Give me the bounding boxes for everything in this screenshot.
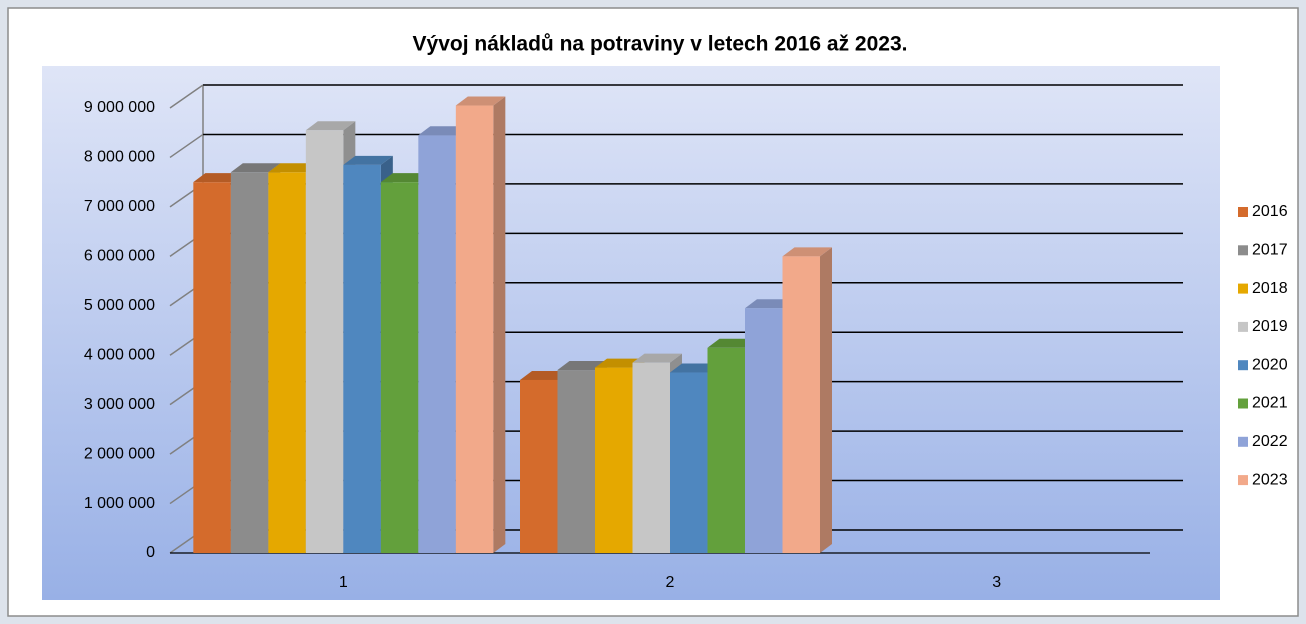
- y-tick-label: 9 000 000: [84, 99, 155, 116]
- y-tick-label: 2 000 000: [84, 445, 155, 462]
- bar-top: [557, 361, 607, 371]
- bar: [745, 308, 783, 553]
- legend-swatch: [1238, 475, 1248, 486]
- y-tick-label: 6 000 000: [84, 248, 155, 265]
- bar-top: [595, 358, 645, 368]
- x-tick-label: 3: [992, 574, 1001, 591]
- bar: [670, 372, 708, 553]
- bar: [595, 367, 633, 553]
- bar-top: [230, 163, 281, 173]
- bar: [557, 370, 595, 553]
- legend-label: 2023: [1252, 471, 1288, 488]
- legend-label: 2020: [1252, 356, 1288, 373]
- bar: [305, 130, 344, 553]
- bar-top: [632, 353, 682, 363]
- y-tick-label: 0: [146, 544, 155, 561]
- bar-side: [493, 96, 506, 554]
- legend-swatch: [1238, 283, 1248, 294]
- y-tick-label: 3 000 000: [84, 396, 155, 413]
- bar-top: [670, 363, 720, 373]
- bar-side: [820, 247, 832, 554]
- bar-top: [305, 121, 356, 131]
- bar-top: [707, 338, 757, 348]
- bar: [782, 256, 820, 553]
- bar-top: [455, 96, 506, 106]
- legend-label: 2016: [1252, 203, 1288, 220]
- legend-label: 2022: [1252, 433, 1288, 450]
- legend-label: 2019: [1252, 318, 1288, 335]
- bar: [380, 182, 419, 553]
- bar: [632, 362, 670, 553]
- bar-top: [745, 299, 795, 309]
- bar: [707, 347, 745, 553]
- bar: [230, 172, 269, 553]
- legend-swatch: [1238, 245, 1248, 256]
- bar-top: [268, 163, 318, 173]
- bar: [343, 164, 381, 553]
- legend-label: 2018: [1252, 280, 1288, 297]
- y-tick-label: 1 000 000: [84, 495, 155, 512]
- bar-top: [520, 370, 570, 380]
- bar: [268, 172, 306, 553]
- legend-swatch: [1238, 360, 1248, 371]
- bar-top: [782, 247, 832, 257]
- y-tick-label: 5 000 000: [84, 297, 155, 314]
- bar: [455, 105, 494, 554]
- bar: [520, 379, 558, 553]
- y-tick-label: 4 000 000: [84, 346, 155, 363]
- wall-line: [169, 84, 204, 109]
- legend-swatch: [1238, 436, 1248, 447]
- x-tick-label: 1: [339, 574, 348, 591]
- legend-swatch: [1238, 398, 1248, 409]
- x-tick-label: 2: [666, 574, 675, 591]
- bar-top: [193, 173, 243, 183]
- wall-line: [169, 133, 204, 159]
- legend-swatch: [1238, 321, 1248, 332]
- legend-swatch: [1238, 207, 1248, 217]
- bar: [418, 135, 456, 553]
- chart-title: Vývoj nákladů na potraviny v letech 2016…: [413, 33, 908, 56]
- legend-label: 2017: [1252, 242, 1288, 259]
- y-tick-label: 7 000 000: [84, 198, 155, 215]
- bar: [193, 182, 231, 553]
- bar-top: [343, 155, 393, 165]
- y-tick-label: 8 000 000: [84, 149, 155, 166]
- bar-top: [418, 126, 468, 136]
- legend-label: 2021: [1252, 395, 1288, 412]
- bar-top: [380, 173, 431, 183]
